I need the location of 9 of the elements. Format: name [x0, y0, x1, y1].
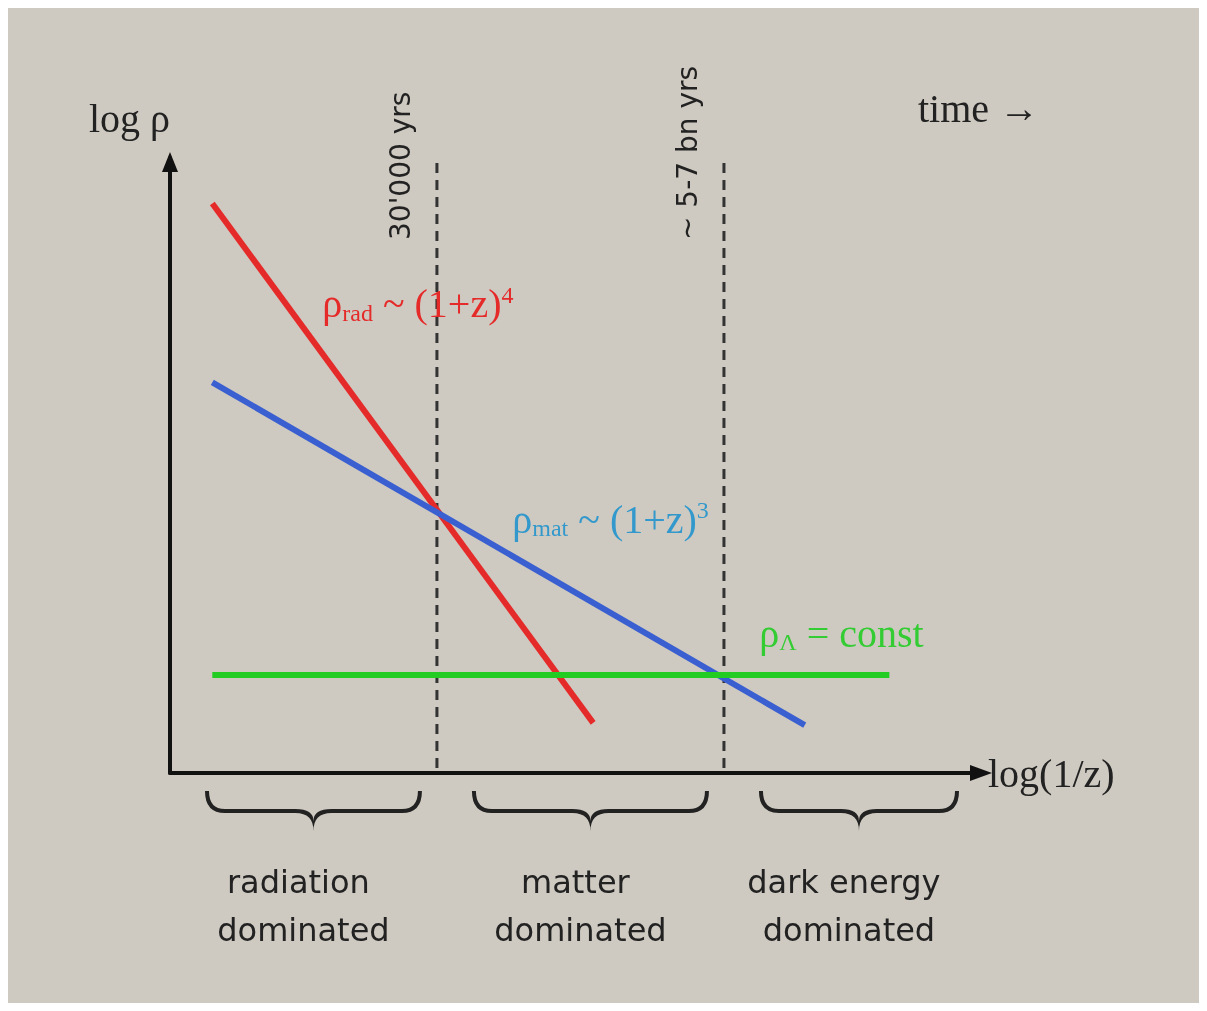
annotation: ~ 5-7 bn yrs [671, 65, 705, 240]
text: radiation dominated [217, 863, 390, 949]
text: time → [917, 85, 1039, 131]
y-axis-title: log ρ [88, 95, 170, 141]
x-axis-title: log(1/z) [988, 750, 1115, 796]
series-label: ρΛ = const [759, 610, 924, 656]
text: matter dominated [494, 863, 667, 949]
annotation: 30'000 yrs [384, 91, 418, 240]
text: dark energy dominated [747, 863, 951, 949]
